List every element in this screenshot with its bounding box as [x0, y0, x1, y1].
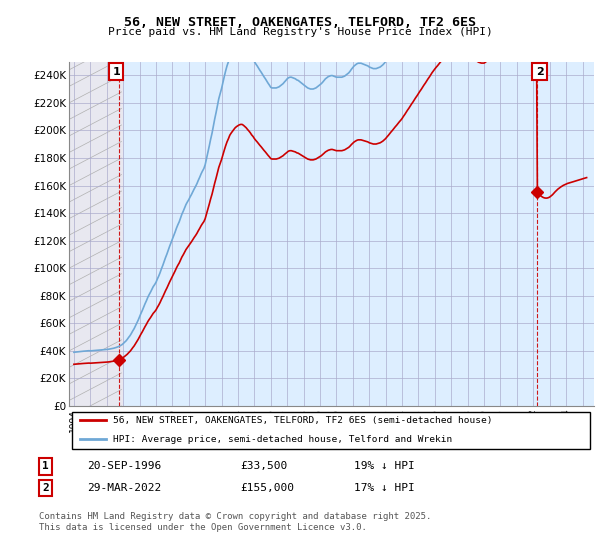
Text: £155,000: £155,000 [240, 483, 294, 493]
Text: 56, NEW STREET, OAKENGATES, TELFORD, TF2 6ES (semi-detached house): 56, NEW STREET, OAKENGATES, TELFORD, TF2… [113, 416, 492, 424]
Text: Contains HM Land Registry data © Crown copyright and database right 2025.
This d: Contains HM Land Registry data © Crown c… [39, 512, 431, 532]
Text: 1: 1 [112, 67, 120, 77]
Text: 1: 1 [42, 461, 49, 472]
Text: 56, NEW STREET, OAKENGATES, TELFORD, TF2 6ES: 56, NEW STREET, OAKENGATES, TELFORD, TF2… [124, 16, 476, 29]
Text: £33,500: £33,500 [240, 461, 287, 472]
FancyBboxPatch shape [71, 412, 590, 449]
Text: 29-MAR-2022: 29-MAR-2022 [87, 483, 161, 493]
Text: 17% ↓ HPI: 17% ↓ HPI [354, 483, 415, 493]
Text: 2: 2 [536, 67, 544, 77]
Text: 2: 2 [42, 483, 49, 493]
Text: 20-SEP-1996: 20-SEP-1996 [87, 461, 161, 472]
Text: Price paid vs. HM Land Registry's House Price Index (HPI): Price paid vs. HM Land Registry's House … [107, 27, 493, 38]
Text: 19% ↓ HPI: 19% ↓ HPI [354, 461, 415, 472]
Text: HPI: Average price, semi-detached house, Telford and Wrekin: HPI: Average price, semi-detached house,… [113, 435, 452, 444]
